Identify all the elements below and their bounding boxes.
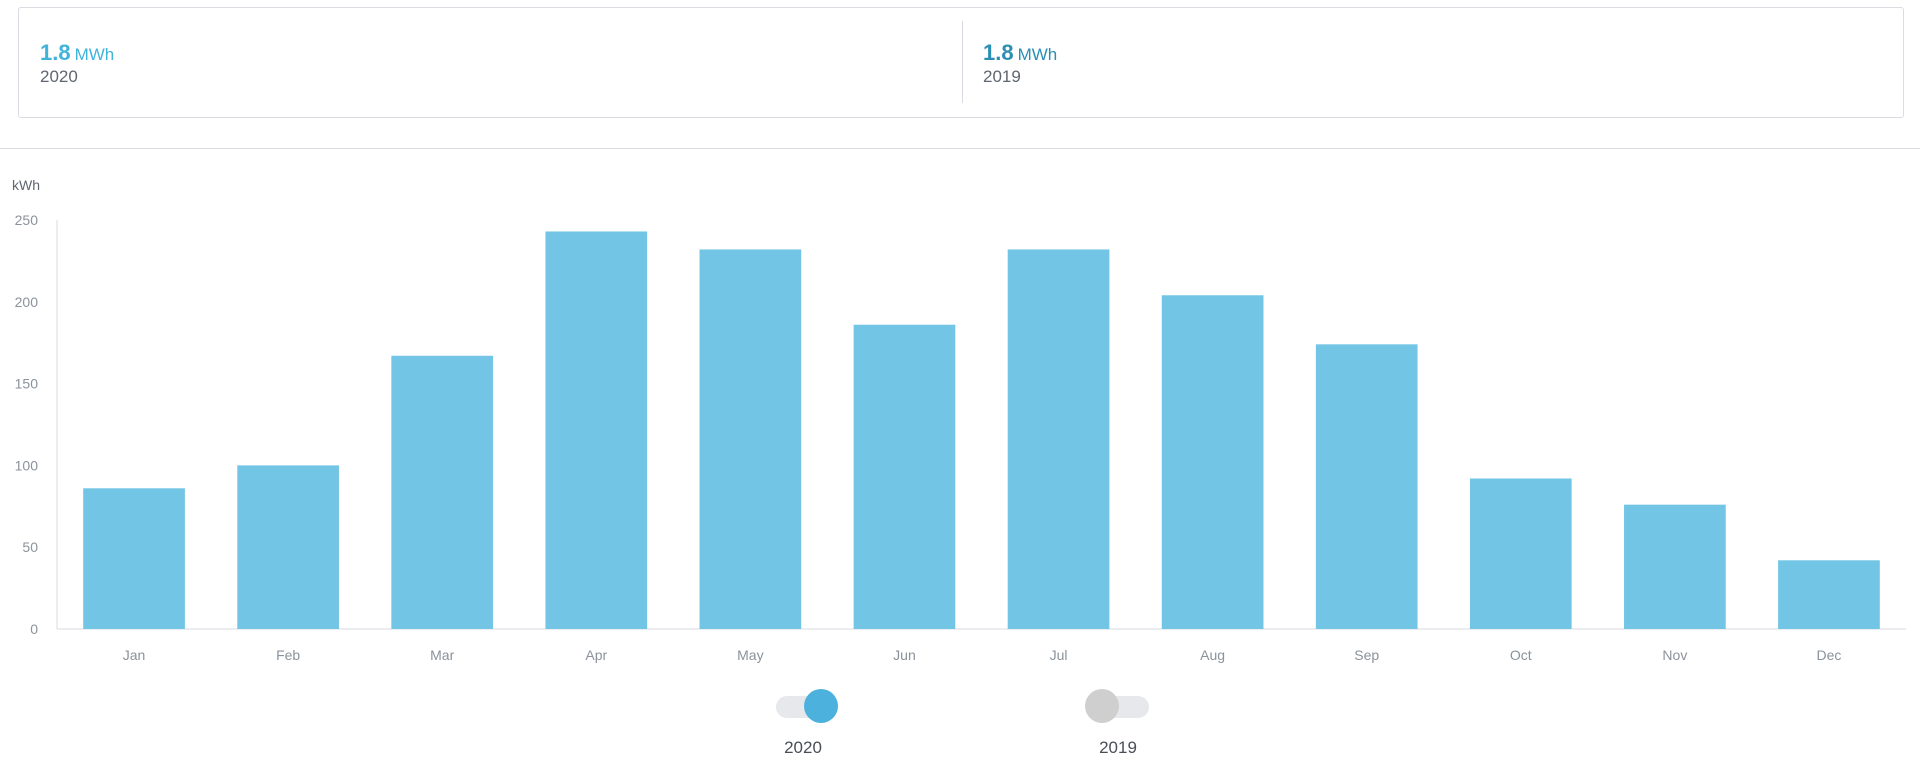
y-tick-label: 0: [30, 621, 38, 637]
bar-feb[interactable]: [237, 465, 339, 629]
summary-unit: MWh: [1017, 45, 1058, 64]
y-tick-label: 50: [22, 539, 38, 555]
x-tick-label: May: [737, 647, 763, 663]
x-tick-label: Feb: [276, 647, 300, 663]
x-tick-label: Jul: [1050, 647, 1068, 663]
x-axis: Jan Feb Mar Apr May Jun Jul Aug Sep Oct Nov Dec: [123, 647, 1842, 663]
bar-jan[interactable]: [83, 488, 185, 629]
x-tick-label: Jun: [893, 647, 916, 663]
x-tick-label: Mar: [430, 647, 454, 663]
summary-divider: [962, 21, 963, 103]
toggle-knob: [804, 689, 838, 723]
summary-stat-2020: 1.8 MWh 2020: [40, 40, 114, 87]
summary-stat-2019: 1.8 MWh 2019: [983, 40, 1057, 87]
summary-card: 1.8 MWh 2020 1.8 MWh 2019: [18, 7, 1904, 118]
bar-dec[interactable]: [1778, 560, 1880, 629]
bar-mar[interactable]: [391, 355, 494, 629]
toggle-knob: [1085, 689, 1119, 723]
x-tick-label: Oct: [1510, 647, 1532, 663]
bar-jun[interactable]: [853, 324, 956, 629]
summary-value: 1.8: [40, 40, 71, 65]
monthly-energy-bar-chart: kWh 0 50 100 150 200 250 Jan Feb Mar Apr May Jun Ju…: [12, 177, 1906, 663]
bar-sep[interactable]: [1315, 344, 1418, 629]
x-tick-label: Nov: [1662, 647, 1687, 663]
x-tick-label: Jan: [123, 647, 146, 663]
y-tick-label: 150: [15, 376, 39, 392]
section-divider: [0, 148, 1920, 149]
summary-year: 2020: [40, 67, 78, 86]
toggle-2020[interactable]: [774, 686, 840, 723]
y-tick-label: 250: [15, 212, 39, 228]
x-tick-label: Apr: [585, 647, 607, 663]
toggle-2019[interactable]: [1085, 686, 1151, 723]
y-axis-unit-label: kWh: [12, 177, 40, 193]
summary-value: 1.8: [983, 40, 1014, 65]
bar-aug[interactable]: [1161, 295, 1264, 629]
bar-jul[interactable]: [1007, 249, 1110, 629]
y-axis: 0 50 100 150 200 250: [15, 212, 39, 637]
bar-nov[interactable]: [1624, 504, 1726, 629]
summary-year: 2019: [983, 67, 1021, 86]
bar-oct[interactable]: [1469, 478, 1572, 629]
toggle-label-2020: 2020: [784, 738, 822, 757]
x-tick-label: Dec: [1817, 647, 1842, 663]
y-tick-label: 100: [15, 457, 39, 473]
bar-series: [83, 231, 1880, 629]
toggle-label-2019: 2019: [1099, 738, 1137, 757]
x-tick-label: Sep: [1354, 647, 1379, 663]
y-tick-label: 200: [15, 294, 39, 310]
x-tick-label: Aug: [1200, 647, 1225, 663]
summary-unit: MWh: [74, 45, 115, 64]
bar-may[interactable]: [699, 249, 802, 629]
bar-apr[interactable]: [545, 231, 648, 629]
